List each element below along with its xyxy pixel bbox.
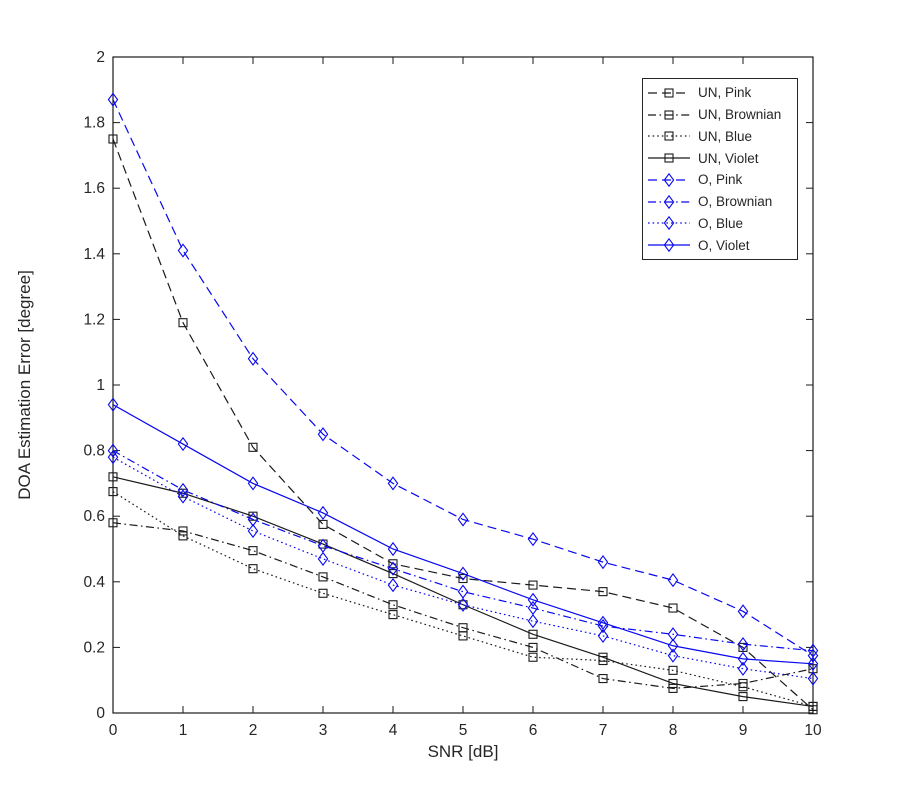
legend-item-un-blue: UN, Blue <box>647 126 793 146</box>
y-tick-label: 1.6 <box>83 180 105 197</box>
x-tick-label: 9 <box>739 722 748 739</box>
series-o-violet <box>107 397 819 671</box>
y-axis-label: DOA Estimation Error [degree] <box>15 270 34 500</box>
legend-line-sample-un-pink <box>648 88 690 98</box>
series-o-brownian <box>107 443 819 658</box>
y-tick-label: 1 <box>96 377 105 394</box>
y-tick-label: 0 <box>96 705 105 722</box>
legend-label: UN, Blue <box>698 128 753 144</box>
y-tick-label: 0.8 <box>83 443 105 460</box>
x-tick-label: 4 <box>389 722 398 739</box>
legend-line-sample-un-violet <box>648 153 690 163</box>
legend-item-o-brownian: O, Brownian <box>647 192 793 212</box>
x-tick-label: 0 <box>109 722 118 739</box>
y-tick-label: 0.6 <box>83 508 105 525</box>
legend-label: O, Violet <box>698 237 750 253</box>
legend-label: O, Brownian <box>698 194 773 210</box>
x-tick-label: 3 <box>319 722 328 739</box>
x-tick-label: 6 <box>529 722 538 739</box>
x-tick-label: 5 <box>459 722 468 739</box>
legend-item-un-pink: UN, Pink <box>647 83 793 103</box>
series-o-blue <box>107 450 819 686</box>
legend-label: UN, Brownian <box>698 107 782 123</box>
x-tick-label: 1 <box>179 722 188 739</box>
legend-line-sample-o-violet <box>648 238 690 253</box>
legend-line-sample-o-brownian <box>648 194 690 209</box>
y-tick-label: 1.4 <box>83 246 105 263</box>
y-tick-label: 0.4 <box>83 574 105 591</box>
legend: UN, Pink UN, Brownian UN, Blue UN, Viole… <box>642 78 798 260</box>
series-un-violet <box>108 472 818 711</box>
x-tick-label: 8 <box>669 722 678 739</box>
legend-label: UN, Violet <box>698 150 759 166</box>
legend-line-sample-o-pink <box>648 172 690 187</box>
legend-line-sample-o-blue <box>648 216 690 231</box>
legend-item-un-violet: UN, Violet <box>647 148 793 168</box>
y-tick-label: 1.8 <box>83 115 105 132</box>
x-tick-label: 10 <box>804 722 822 739</box>
x-axis-label: SNR [dB] <box>428 742 499 761</box>
series-un-brownian <box>108 518 818 693</box>
legend-item-o-blue: O, Blue <box>647 213 793 233</box>
y-tick-label: 0.2 <box>83 639 105 656</box>
legend-line-sample-un-brownian <box>648 110 690 120</box>
legend-label: O, Pink <box>698 172 743 188</box>
legend-item-o-violet: O, Violet <box>647 235 793 255</box>
y-tick-label: 2 <box>96 49 105 66</box>
series-o-pink <box>107 92 819 663</box>
legend-label: UN, Pink <box>698 85 752 101</box>
x-tick-label: 2 <box>249 722 258 739</box>
legend-line-sample-un-blue <box>648 131 690 141</box>
legend-item-o-pink: O, Pink <box>647 170 793 190</box>
legend-label: O, Blue <box>698 215 744 231</box>
y-tick-label: 1.2 <box>83 311 105 328</box>
legend-item-un-brownian: UN, Brownian <box>647 105 793 125</box>
x-tick-label: 7 <box>599 722 608 739</box>
